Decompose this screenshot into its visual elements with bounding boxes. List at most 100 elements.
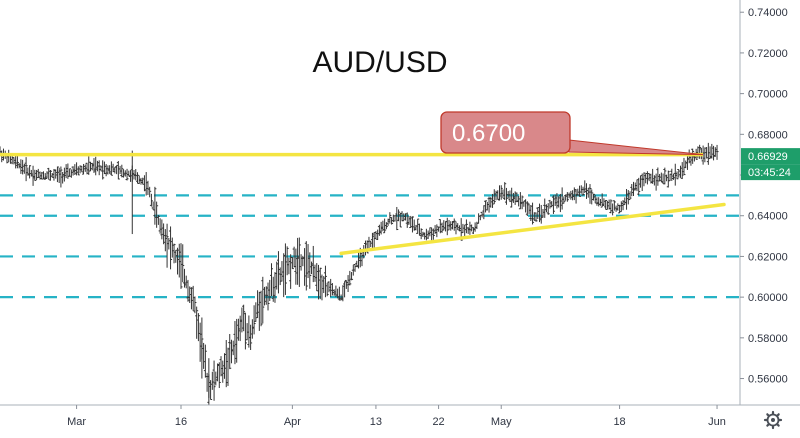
ohlc-bar (588, 184, 592, 204)
ohlc-bar (484, 200, 488, 213)
ohlc-bar (155, 201, 159, 228)
time-axis[interactable]: Mar 16 Apr 13 22 May 18 Jun (0, 404, 800, 433)
ohlc-bar (325, 282, 329, 297)
price-tick-label: 0.68000 (748, 129, 788, 141)
price-tick-label: 0.62000 (748, 251, 788, 263)
ohlc-bar (270, 263, 273, 296)
ohlc-bar (228, 334, 232, 370)
ohlc-bar (581, 186, 585, 196)
ohlc-bar (390, 217, 394, 225)
current-price-badge (741, 148, 800, 165)
ohlc-bar (242, 304, 246, 332)
time-tick-label: Jun (708, 416, 726, 428)
callout-label: 0.6700 (452, 120, 525, 147)
ohlc-bar (318, 267, 322, 300)
time-tick-label: Apr (284, 416, 301, 428)
gear-icon[interactable] (763, 410, 783, 430)
price-axis-panel (740, 0, 800, 433)
ohlc-bar (181, 244, 185, 283)
ohlc-bar (15, 155, 19, 169)
ohlc-bar (452, 218, 456, 231)
ohlc-bar (546, 203, 550, 215)
ohlc-bar (680, 162, 684, 180)
time-tick-label: 22 (432, 416, 444, 428)
time-tick-label: May (491, 416, 512, 428)
ohlc-bar (172, 243, 176, 264)
ohlc-bar (259, 290, 263, 327)
ohlc-bar (398, 212, 402, 228)
ohlc-bar (384, 222, 388, 230)
ohlc-bar (350, 272, 354, 281)
time-tick-label: 18 (613, 416, 625, 428)
price-tick-label: 0.56000 (748, 374, 788, 386)
ohlc-bar (492, 189, 496, 205)
ohlc-bar (464, 219, 468, 234)
ohlc-bar (628, 191, 632, 201)
ohlc-bar (410, 216, 414, 233)
ohlc-bar (290, 257, 294, 270)
ohlc-bar (156, 215, 160, 225)
ohlc-bar (590, 189, 594, 205)
ohlc-bar (348, 270, 352, 286)
ohlc-bar (416, 218, 420, 234)
current-price-label: 0.66929 (748, 151, 788, 163)
ohlc-bar (612, 200, 616, 211)
ohlc-bar (565, 192, 569, 202)
ohlc-bar (308, 252, 312, 289)
time-tick-label: Mar (67, 416, 86, 428)
ohlc-bar (534, 212, 538, 222)
price-axis[interactable]: 0.740000.720000.700000.680000.660000.640… (739, 0, 800, 433)
ohlc-bar (68, 168, 72, 177)
ohlc-bar (48, 170, 52, 181)
ohlc-bar (666, 170, 670, 188)
time-axis-panel (0, 405, 800, 433)
ohlc-bar (574, 189, 578, 204)
price-tick-label: 0.60000 (748, 292, 788, 304)
ohlc-bar (165, 223, 169, 268)
ohlc-bars (0, 142, 719, 406)
ohlc-bar (604, 199, 608, 210)
ohlc-bar (76, 166, 80, 176)
ohlc-bar (101, 160, 105, 180)
support-trendline[interactable] (339, 202, 726, 256)
price-tick-label: 0.74000 (748, 7, 788, 19)
ohlc-bar (243, 312, 247, 350)
ohlc-bar (562, 196, 566, 204)
price-tick-label: 0.72000 (748, 48, 788, 60)
callout-box (440, 111, 571, 154)
ohlc-bar (252, 305, 256, 335)
ohlc-bar (193, 296, 197, 314)
ohlc-bar (591, 193, 595, 201)
ohlc-bar (59, 166, 63, 188)
price-tick-label: 0.58000 (748, 333, 788, 345)
ohlc-bar (212, 360, 216, 401)
ohlc-bar (125, 168, 129, 181)
ohlc-bar (715, 144, 719, 160)
ohlc-bar (611, 203, 615, 216)
time-tick-label: 16 (175, 416, 187, 428)
ohlc-bar (266, 282, 270, 311)
drawn-lines (0, 152, 726, 256)
price-callout[interactable]: 0.6700 (440, 111, 704, 156)
dashed-levels (0, 194, 740, 299)
ohlc-bar (637, 177, 641, 196)
ohlc-bar (419, 228, 423, 240)
ohlc-bar (395, 206, 399, 231)
ohlc-bar (578, 185, 582, 197)
ohlc-bar (217, 362, 221, 389)
ohlc-bar (268, 279, 272, 301)
ohlc-bar (431, 228, 435, 240)
ohlc-bar (388, 212, 392, 224)
countdown-badge (741, 164, 800, 181)
ohlc-bar (116, 161, 120, 180)
ohlc-bar (283, 243, 287, 295)
time-tick-label: 13 (370, 416, 382, 428)
ohlc-bar (28, 165, 32, 179)
ohlc-bar (698, 144, 702, 159)
ohlc-bar (249, 324, 253, 351)
ohlc-bar (24, 157, 28, 182)
price-tick-label: 0.70000 (748, 89, 788, 101)
ohlc-bar (33, 169, 37, 181)
